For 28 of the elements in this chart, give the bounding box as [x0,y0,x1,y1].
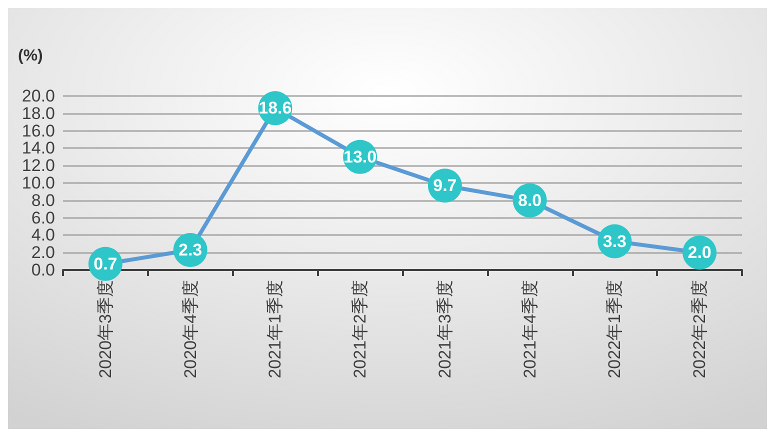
y-tick-label: 6.0 [31,208,55,228]
data-label: 9.7 [433,176,457,196]
y-tick-label: 18.0 [22,104,55,123]
y-tick-label: 0.0 [31,260,55,280]
y-tick-label: 12.0 [22,156,55,176]
y-axis-title: (%) [18,48,43,64]
data-label: 2.3 [178,240,202,260]
y-tick-label: 4.0 [31,226,55,245]
x-tick-label: 2022年2季度 [690,280,710,378]
data-label: 18.6 [258,98,292,118]
data-label: 3.3 [602,232,627,251]
y-tick-label: 20.0 [22,86,55,106]
y-tick-label: 2.0 [31,243,55,262]
data-label: 13.0 [344,147,377,166]
y-tick-label: 16.0 [22,121,55,140]
x-tick-label: 2021年4季度 [520,280,540,378]
data-label: 8.0 [518,190,542,210]
x-tick-label: 2021年3季度 [435,280,454,378]
x-tick-label: 2021年2季度 [350,280,370,378]
x-tick-label: 2020年4季度 [180,280,200,378]
x-tick-label: 2022年1季度 [605,280,624,378]
y-tick-label: 10.0 [22,174,55,192]
x-tick-label: 2021年1季度 [266,280,285,378]
data-label: 2.0 [688,243,712,262]
y-tick-label: 8.0 [31,190,55,210]
y-tick-label: 14.0 [22,138,55,158]
data-label: 0.7 [94,254,118,274]
x-tick-label: 2020年3季度 [96,280,115,378]
